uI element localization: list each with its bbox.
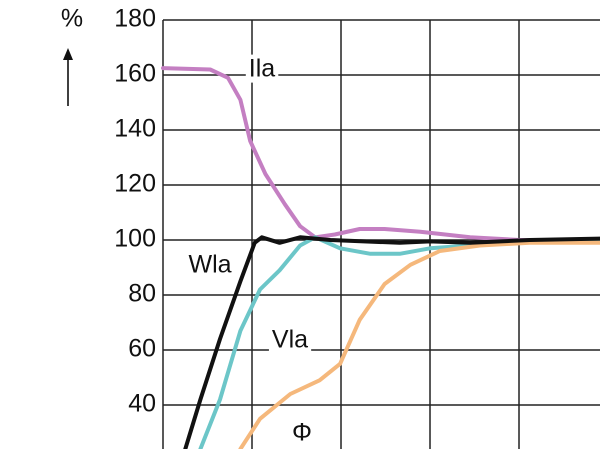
y-tick-label: 40 [128, 390, 156, 418]
y-tick-label: 180 [114, 5, 156, 33]
legend-label: Φ [292, 419, 312, 447]
legend-label: Wla [188, 251, 231, 279]
y-tick-label: 100 [114, 225, 156, 253]
series-labels: Ila Vla Φ Wla [185, 54, 315, 447]
y-axis-label: % [61, 5, 83, 33]
label-background [289, 418, 315, 447]
legend-label: Ila [249, 55, 276, 83]
y-tick-label: 120 [114, 170, 156, 198]
label-background [245, 54, 279, 83]
y-tick-label: 140 [114, 115, 156, 143]
y-tick-label: 160 [114, 60, 156, 88]
series-line [238, 240, 600, 449]
legend-label: Vla [272, 326, 308, 354]
y-tick-label: 80 [128, 280, 156, 308]
y-axis-arrow [63, 48, 73, 106]
y-tick-label: 60 [128, 335, 156, 363]
label-background [185, 250, 235, 279]
series-line [161, 66, 600, 242]
series-line [183, 235, 600, 449]
label-background [268, 325, 312, 354]
